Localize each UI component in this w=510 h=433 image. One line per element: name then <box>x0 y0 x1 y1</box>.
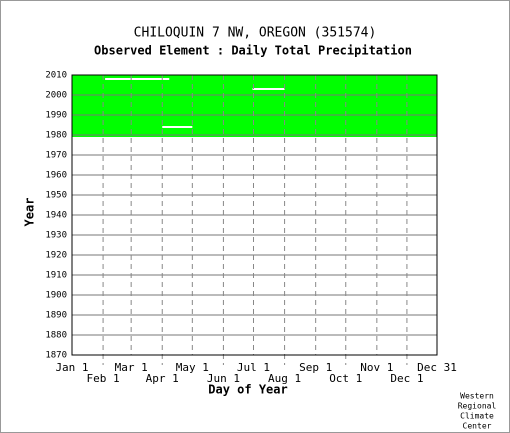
y-tick-label: 1900 <box>45 291 67 301</box>
y-axis-label: Year <box>23 198 37 227</box>
y-tick-label: 2000 <box>45 91 67 101</box>
y-tick-label: 1970 <box>45 151 67 161</box>
y-tick-label: 1880 <box>45 331 67 341</box>
x-tick-label: May 1 <box>176 361 209 374</box>
chart-title: CHILOQUIN 7 NW, OREGON (351574) <box>134 26 377 41</box>
plot-border <box>71 74 438 356</box>
y-tick-label: 1960 <box>45 171 67 181</box>
x-axis-label: Day of Year <box>208 383 287 397</box>
data-gap <box>162 126 193 128</box>
x-tick-label: Apr 1 <box>146 372 179 385</box>
x-tick-label: Oct 1 <box>329 372 362 385</box>
x-tick-label: Aug 1 <box>268 372 301 385</box>
y-tick-label: 1980 <box>45 131 67 141</box>
data-coverage <box>72 75 437 137</box>
x-tick-label: Nov 1 <box>360 361 393 374</box>
x-tick-label: Feb 1 <box>87 372 120 385</box>
y-tick-label: 1930 <box>45 231 67 241</box>
x-tick-label: Dec 1 <box>390 372 423 385</box>
y-tick-label: 1950 <box>45 191 67 201</box>
y-tick-label: 1990 <box>45 111 67 121</box>
data-gap <box>105 78 170 80</box>
data-gap <box>252 88 285 90</box>
credit: Western <box>460 392 494 401</box>
y-tick-label: 1940 <box>45 211 67 221</box>
credit: Regional <box>458 402 497 411</box>
y-tick-label: 2010 <box>45 71 67 81</box>
x-tick-label: Jul 1 <box>237 361 270 374</box>
x-tick-label: Jun 1 <box>207 372 240 385</box>
credit: Center <box>463 422 492 431</box>
x-tick-label: Jan 1 <box>55 361 88 374</box>
credit: Climate <box>460 412 494 421</box>
y-tick-label: 1910 <box>45 271 67 281</box>
y-tick-label: 1890 <box>45 311 67 321</box>
y-tick-label: 1870 <box>45 351 67 361</box>
y-tick-label: 1920 <box>45 251 67 261</box>
x-tick-label: Sep 1 <box>299 361 332 374</box>
chart-subtitle: Observed Element : Daily Total Precipita… <box>94 44 412 58</box>
x-tick-label: Mar 1 <box>115 361 148 374</box>
x-tick-label: Dec 31 <box>417 361 457 374</box>
